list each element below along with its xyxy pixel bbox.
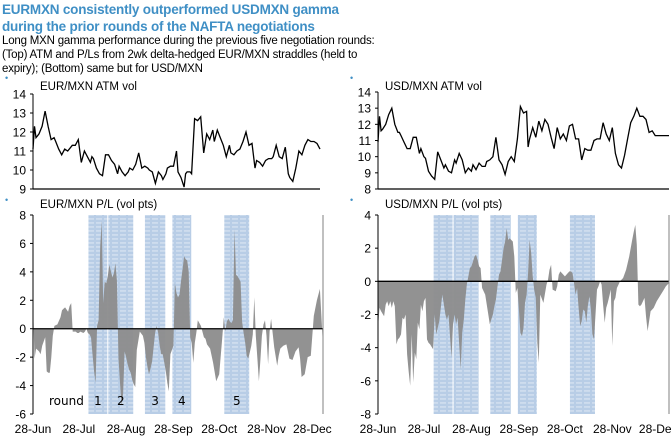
bullet-marker: • xyxy=(5,73,8,83)
y-tick-label: 8 xyxy=(19,209,26,223)
bullet-marker: • xyxy=(5,195,8,205)
y-tick-label: 12 xyxy=(358,118,372,132)
chart-panel-3: • -6 -4 -2 0 2 4 6 8 EUR/MXN P/L (vol pts) 28-Jun 2… xyxy=(5,195,332,436)
panel-title: USD/MXN P/L (vol pts) xyxy=(385,199,502,211)
y-tick-label: 2 xyxy=(19,294,26,308)
y-tick-label: -4 xyxy=(360,341,371,355)
round-band-3 xyxy=(144,215,166,414)
y-tick-label: 14 xyxy=(13,88,27,102)
y-tick-label: -2 xyxy=(15,351,26,365)
round-band-1 xyxy=(88,215,108,414)
x-tick-label: 28-Jul xyxy=(62,422,95,436)
bullet-marker: • xyxy=(350,195,353,205)
x-tick-label: 28-Jul xyxy=(408,422,441,436)
round-number-4: 4 xyxy=(178,394,186,408)
y-tick-label: -8 xyxy=(360,408,371,422)
y-tick-label: 0 xyxy=(19,322,26,336)
y-tick-label: 2 xyxy=(364,242,371,256)
y-tick-label: 13 xyxy=(13,107,27,121)
x-tick-label: 28-Jun xyxy=(360,422,397,436)
x-tick-label: 28-Sep xyxy=(500,422,539,436)
chart-panel-4: • -8 -6 -4 -2 0 2 4 USD/MXN P/L (vol pts) 28-Jun 2… xyxy=(350,195,672,436)
y-tick-label: 14 xyxy=(358,86,372,100)
round-band-4 xyxy=(517,215,537,414)
x-tick-label: 28-Oct xyxy=(201,422,238,436)
x-tick-label: 28-Dec xyxy=(293,422,332,436)
round-number-1: 1 xyxy=(94,394,102,408)
y-tick-label: 4 xyxy=(364,209,371,223)
y-tick-label: 11 xyxy=(14,145,27,159)
y-tick-label: 9 xyxy=(19,183,26,197)
pl-area-series xyxy=(33,220,323,406)
round-number-2: 2 xyxy=(117,394,125,408)
title-line-1: EURMXN consistently outperformed USDMXN … xyxy=(2,2,339,17)
round-band-1 xyxy=(433,215,453,414)
y-tick-label: 9 xyxy=(364,166,371,180)
panel-title: EUR/MXN P/L (vol pts) xyxy=(40,199,157,211)
y-tick-label: 13 xyxy=(358,102,372,116)
title-line-2: during the prior rounds of the NAFTA neg… xyxy=(2,19,315,34)
y-tick-label: -6 xyxy=(360,374,371,388)
chart-title: EURMXN consistently outperformed USDMXN … xyxy=(2,1,339,35)
y-tick-label: 4 xyxy=(19,265,26,279)
x-tick-label: 28-Aug xyxy=(107,422,146,436)
atm-vol-line xyxy=(32,110,321,188)
x-tick-label: 28-Jun xyxy=(15,422,52,436)
bullet-marker: • xyxy=(350,73,353,83)
y-tick-label: 12 xyxy=(13,126,27,140)
y-tick-label: 8 xyxy=(364,183,371,197)
panel-title: EUR/MXN ATM vol xyxy=(40,81,137,93)
round-label: round xyxy=(49,394,84,408)
round-number-5: 5 xyxy=(233,394,241,408)
y-tick-label: -4 xyxy=(15,379,26,393)
y-tick-label: 10 xyxy=(358,150,372,164)
x-tick-label: 28-Dec xyxy=(639,422,672,436)
round-number-3: 3 xyxy=(151,394,159,408)
y-tick-label: -2 xyxy=(360,308,371,322)
chart-subtitle: Long MXN gamma performance during the pr… xyxy=(2,35,375,75)
y-tick-label: 10 xyxy=(13,164,27,178)
y-tick-label: 6 xyxy=(19,237,26,251)
x-tick-label: 28-Nov xyxy=(593,422,632,436)
pl-area-series xyxy=(378,224,669,386)
x-tick-label: 28-Oct xyxy=(547,422,584,436)
x-tick-label: 28-Sep xyxy=(154,422,193,436)
panel-title: USD/MXN ATM vol xyxy=(385,81,482,93)
y-tick-label: 0 xyxy=(364,275,371,289)
x-tick-label: 28-Aug xyxy=(452,422,491,436)
chart-panel-1: • 9 10 11 12 13 14 EUR/MXN ATM vol xyxy=(5,73,321,197)
x-tick-label: 28-Nov xyxy=(247,422,286,436)
y-tick-label: 11 xyxy=(359,134,372,148)
atm-vol-line xyxy=(377,104,669,181)
chart-panel-2: • 8 9 10 11 12 13 14 USD/MXN ATM vol xyxy=(350,73,669,197)
y-tick-label: -6 xyxy=(15,408,26,422)
